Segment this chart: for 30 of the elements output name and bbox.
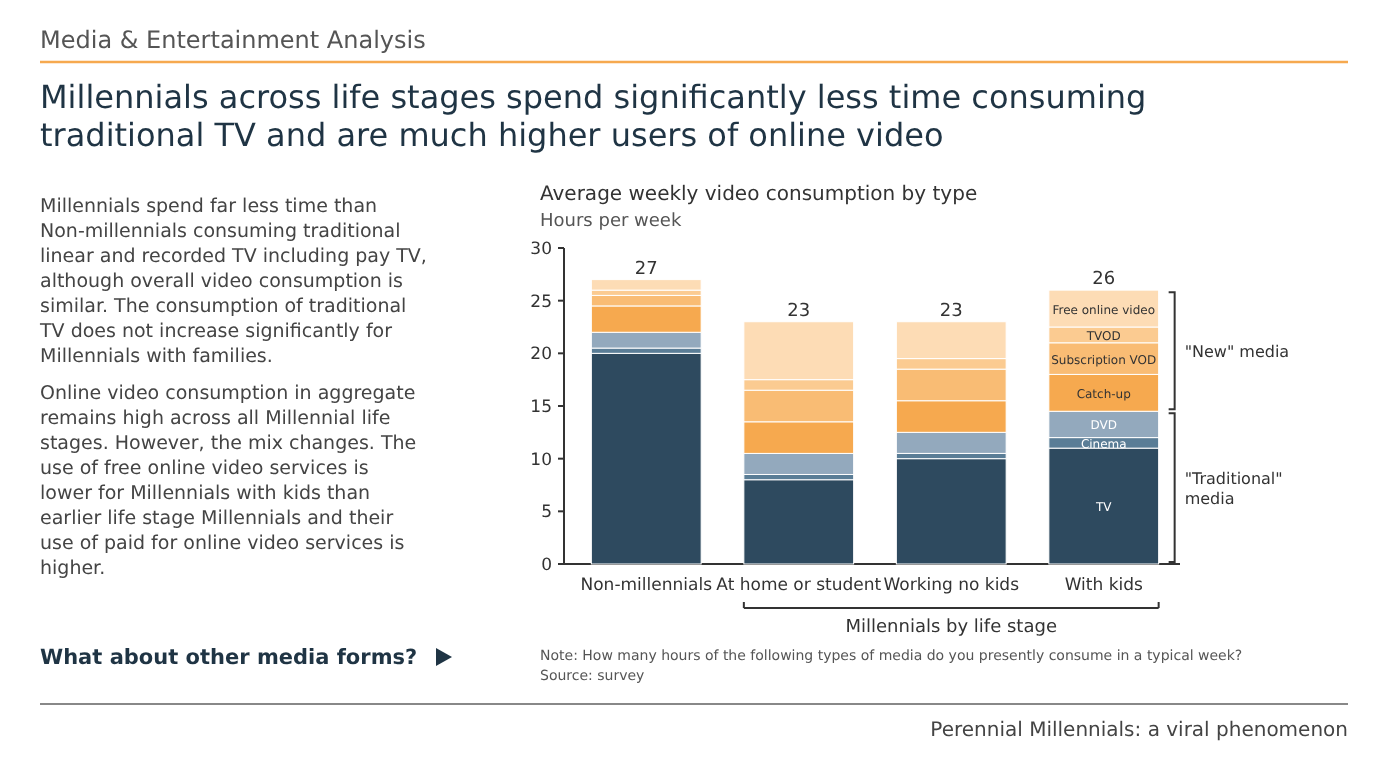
y-tick-label: 10 <box>530 450 552 471</box>
total-label: 26 <box>1092 270 1116 291</box>
text: Media & Entertainment Analysis <box>40 26 426 54</box>
y-tick-label: 20 <box>530 345 552 366</box>
x-tick-label: At home or student <box>716 576 883 596</box>
x-tick-label: Non-millennials <box>580 576 714 596</box>
chart-title: Millennials across life stages spend significantly less time consuming traditional TV and are much higher users of online video <box>40 78 1147 154</box>
y-tick-label: 25 <box>530 292 552 313</box>
x-tick-label: With kids <box>1064 576 1144 596</box>
text: "New" media <box>1184 342 1290 361</box>
x-tick-label: Working no kids <box>883 576 1021 596</box>
bar <box>743 479 855 565</box>
bar <box>590 279 702 291</box>
text: Millennials spend far less time than Non-millennials consuming traditional linear and recorded TV including pay TV, although overall video consumption is similar. The consumption of traditional TV does not increase significantly for Millennials with families. <box>38 196 427 368</box>
x-axis-title: Millennials by life stage <box>845 618 1058 638</box>
text: Online video consumption in aggregate remains high across all Millennial life stages. However, the mix changes. The use of free online video services is lower for Millennials with kids than earlier life stage Millennials and their use of paid for online video services is higher. <box>40 383 417 580</box>
y-tick-label: 15 <box>530 398 552 418</box>
total-label: 23 <box>787 301 811 322</box>
text: "Traditional" media <box>1184 469 1283 508</box>
y-tick-label: 0 <box>541 556 552 576</box>
text: Perennial Millennials: a viral phenomenon <box>930 720 1348 742</box>
y-tick-label: 5 <box>541 503 552 524</box>
total-label: 27 <box>634 259 658 280</box>
text: What about other media forms? <box>40 646 418 670</box>
bar <box>590 352 702 565</box>
total-label: 23 <box>939 301 963 322</box>
text: Average weekly video consumption by type <box>540 184 978 206</box>
y-tick-label: 30 <box>530 240 552 260</box>
bar <box>895 458 1007 565</box>
y-axis-title: Hours per week <box>540 212 683 232</box>
